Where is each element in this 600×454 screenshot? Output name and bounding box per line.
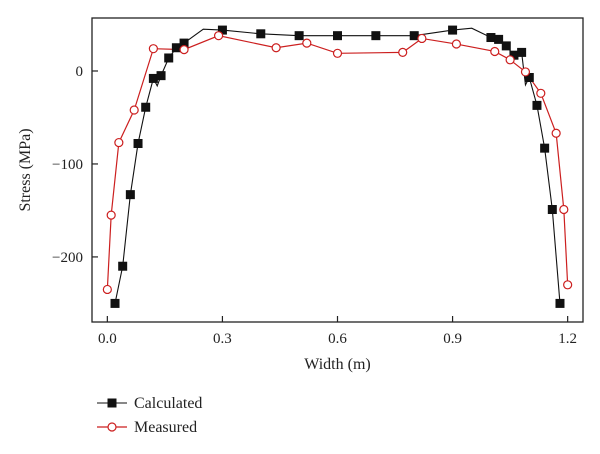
measured-point <box>417 33 427 44</box>
calculated-point <box>294 31 304 41</box>
x-tick-label: 0.6 <box>328 331 347 347</box>
measured-point <box>451 39 462 49</box>
measured-point <box>271 43 281 53</box>
measured-point <box>490 46 500 57</box>
calculated-point <box>217 25 227 35</box>
calculated-point <box>532 100 542 110</box>
series-measured-line <box>106 35 569 290</box>
measured-point <box>505 55 515 65</box>
calculated-point <box>164 53 174 63</box>
measured-point <box>559 204 569 215</box>
measured-point <box>148 44 158 54</box>
measured-point <box>563 280 573 290</box>
calculated-point <box>371 31 381 41</box>
legend: Calculated Measured <box>97 395 202 436</box>
x-axis-title: Width (m) <box>304 356 370 373</box>
measured-point <box>213 31 224 41</box>
legend-calculated-label: Calculated <box>134 395 202 412</box>
calculated-point <box>524 72 534 82</box>
measured-point <box>179 45 189 55</box>
measured-point <box>551 128 561 138</box>
measured-point <box>129 105 139 115</box>
measured-point <box>332 48 343 58</box>
legend-calculated-marker <box>107 398 117 408</box>
calculated-point <box>555 298 565 308</box>
measured-point <box>106 210 116 220</box>
measured-point <box>520 67 531 77</box>
legend-measured-marker <box>107 422 117 432</box>
calculated-point <box>133 139 143 149</box>
measured-point <box>536 88 546 98</box>
calculated-point <box>141 102 151 112</box>
calculated-point <box>125 190 135 200</box>
calculated-point <box>156 71 166 81</box>
measured-point <box>102 284 112 295</box>
calculated-point <box>509 50 519 60</box>
y-tick-label: −100 <box>52 157 83 173</box>
calculated-point <box>179 38 189 48</box>
calculated-point <box>171 43 181 53</box>
x-tick-label: 0.9 <box>443 331 462 347</box>
measured-point <box>302 38 312 48</box>
y-tick-label: −200 <box>52 250 83 266</box>
calculated-point <box>486 33 496 43</box>
calculated-point <box>501 41 511 51</box>
calculated-point <box>409 31 419 41</box>
legend-measured-label: Measured <box>134 419 197 436</box>
calculated-point <box>547 205 557 215</box>
x-tick-label: 0.3 <box>213 331 232 347</box>
calculated-point <box>333 31 342 41</box>
y-tick-label: 0 <box>76 64 84 80</box>
x-tick-label: 0.0 <box>98 331 117 347</box>
series-calculated-line <box>114 27 561 304</box>
calculated-point <box>148 73 158 83</box>
measured-point <box>114 137 124 148</box>
axis-ticks: 0.0 0.3 0.6 0.9 1.2 0 −100 −200 <box>52 64 577 347</box>
y-axis-title: Stress (MPa) <box>17 128 34 211</box>
calculated-point <box>517 47 527 57</box>
series-layer <box>102 25 573 308</box>
calculated-point <box>494 34 504 44</box>
calculated-point <box>448 25 458 35</box>
calculated-point <box>110 298 120 308</box>
calculated-point <box>540 143 550 153</box>
calculated-point <box>118 261 128 271</box>
calculated-point <box>256 29 266 39</box>
measured-point <box>398 47 408 57</box>
x-tick-label: 1.2 <box>558 331 577 347</box>
